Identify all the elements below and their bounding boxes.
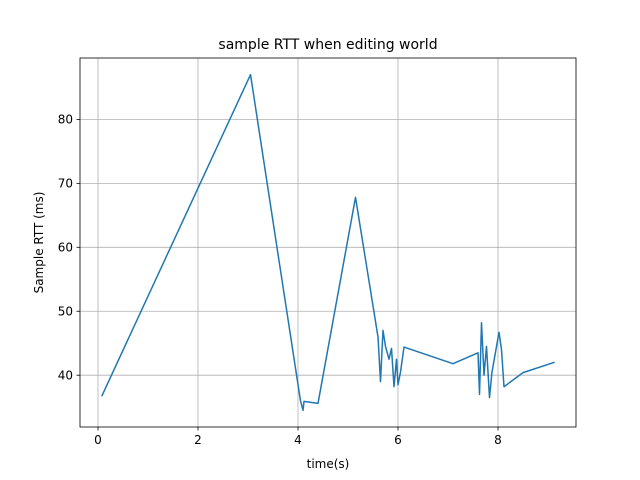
y-tick-label: 40 xyxy=(58,368,73,382)
rtt-series-line xyxy=(101,73,555,412)
plot-frame xyxy=(79,57,577,428)
x-axis: 0 2 4 6 8 xyxy=(94,427,502,447)
y-tick-label: 50 xyxy=(58,305,73,319)
x-tick-label: 8 xyxy=(494,433,502,447)
x-axis-label: time(s) xyxy=(307,457,350,471)
x-tick-label: 2 xyxy=(194,433,202,447)
y-tick-label: 60 xyxy=(58,241,73,255)
x-tick-label: 0 xyxy=(94,433,102,447)
x-tick-label: 4 xyxy=(294,433,302,447)
y-tick-label: 80 xyxy=(58,113,73,127)
y-axis-label: Sample RTT (ms) xyxy=(32,192,46,294)
chart-title: sample RTT when editing world xyxy=(218,37,437,53)
series-layer xyxy=(101,73,555,412)
grid xyxy=(80,58,576,427)
y-tick-label: 70 xyxy=(58,177,73,191)
y-axis: 40 50 60 70 80 xyxy=(58,113,80,382)
x-tick-label: 6 xyxy=(394,433,402,447)
